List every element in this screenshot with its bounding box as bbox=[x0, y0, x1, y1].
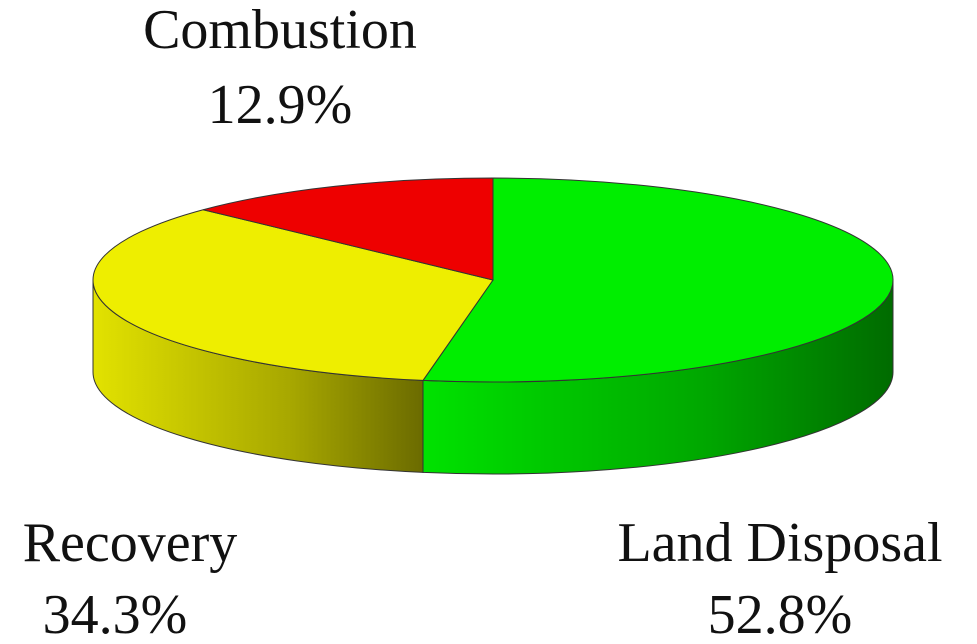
slice bbox=[92, 209, 494, 381]
slice-label: Recovery bbox=[23, 512, 238, 574]
slice-label: Combustion bbox=[143, 0, 417, 61]
slice-label: Land Disposal bbox=[617, 512, 942, 574]
slice bbox=[422, 177, 894, 383]
slice-value-label: 34.3% bbox=[43, 584, 188, 644]
slice-value-label: 52.8% bbox=[708, 584, 853, 644]
slice-value-label: 12.9% bbox=[208, 74, 353, 136]
slice bbox=[203, 177, 494, 281]
